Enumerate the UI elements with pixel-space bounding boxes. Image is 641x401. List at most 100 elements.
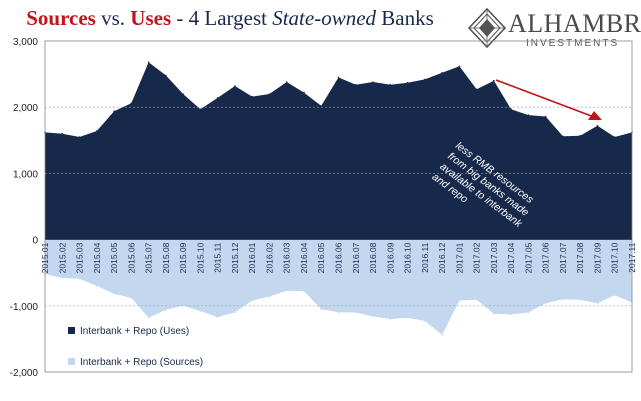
x-tick-label: 2016.08: [368, 242, 378, 273]
data-point: [337, 311, 340, 314]
logo-sub-text: INVESTMENTS: [526, 38, 620, 49]
x-tick-label: 2015.09: [178, 242, 188, 273]
data-point: [596, 124, 599, 127]
data-point: [458, 299, 461, 302]
x-tick-label: 2015.08: [161, 242, 171, 273]
data-point: [303, 290, 305, 293]
x-tick-label: 2016.12: [437, 242, 447, 273]
data-point: [182, 93, 184, 95]
data-point: [544, 115, 547, 118]
y-tick-label: 1,000: [13, 169, 38, 180]
data-point: [303, 91, 305, 94]
data-point: [61, 277, 64, 279]
x-tick-label: 2017.08: [575, 242, 585, 273]
data-point: [216, 97, 219, 99]
x-tick-label: 2017.07: [558, 242, 568, 273]
data-point: [424, 78, 426, 81]
x-tick-label: 2016.11: [420, 242, 430, 272]
x-tick-label: 2016.04: [299, 242, 309, 273]
x-tick-label: 2015.10: [195, 242, 205, 273]
title-part-state-owned: State-owned: [272, 6, 377, 30]
x-tick-label: 2016.09: [385, 242, 395, 273]
data-point: [96, 130, 98, 132]
y-tick-label: -1,000: [10, 302, 39, 313]
title-part-largest: - 4 Largest: [171, 6, 273, 30]
data-point: [510, 108, 512, 110]
y-tick-label: 3,000: [13, 37, 38, 48]
x-tick-label: 2017.11: [627, 242, 637, 272]
alhambra-logo: ALHAMBRA INVESTMENTS: [468, 8, 641, 50]
data-point: [320, 308, 323, 310]
data-point: [493, 312, 495, 315]
x-tick-label: 2016.03: [282, 242, 292, 273]
data-point: [268, 93, 271, 95]
x-tick-label: 2015.11: [213, 242, 223, 272]
data-point: [320, 105, 323, 107]
data-point: [441, 72, 443, 74]
data-point: [78, 277, 81, 280]
x-tick-label: 2017.06: [541, 242, 551, 273]
data-point: [199, 310, 202, 312]
data-point: [389, 318, 392, 320]
title-part-banks: Banks: [376, 6, 434, 30]
data-point: [337, 76, 340, 79]
data-point: [182, 305, 184, 307]
title-part-vs: vs.: [95, 6, 131, 30]
x-tick-label: 2017.05: [523, 242, 533, 273]
data-point: [78, 136, 81, 138]
legend-label: Interbank + Repo (Uses): [80, 326, 189, 337]
y-tick-label: -2,000: [10, 368, 39, 379]
data-point: [165, 74, 167, 77]
legend-label: Interbank + Repo (Sources): [80, 357, 203, 368]
unit-note: billions of RMB: [89, 43, 156, 54]
data-point: [372, 81, 374, 83]
data-point: [96, 285, 98, 287]
series-area-1: [45, 239, 632, 335]
x-tick-label: 2016.02: [264, 242, 274, 273]
data-point: [527, 311, 530, 314]
title-part-sources: Sources: [26, 6, 96, 30]
data-point: [165, 309, 167, 311]
title-part-uses: Uses: [130, 6, 172, 30]
x-tick-label: 2015.03: [75, 242, 85, 273]
x-tick-label: 2015.07: [144, 242, 154, 273]
data-point: [475, 88, 478, 91]
data-point: [441, 334, 443, 336]
y-tick-label: 2,000: [13, 103, 38, 114]
data-point: [355, 311, 357, 314]
data-point: [596, 302, 599, 305]
data-point: [493, 79, 495, 82]
data-point: [130, 102, 133, 104]
x-tick-label: 2016.07: [351, 242, 361, 273]
diamond-logo-icon: [468, 8, 506, 48]
annotation-arrow: [495, 79, 595, 118]
chart-title: Sources vs. Uses - 4 Largest State-owned…: [0, 6, 460, 31]
data-point: [510, 313, 512, 316]
plot-frame: [44, 40, 633, 373]
data-point: [355, 83, 357, 86]
data-point: [458, 65, 461, 67]
data-point: [234, 311, 236, 314]
x-tick-label: 2017.02: [472, 242, 482, 273]
x-tick-label: 2016.06: [334, 242, 344, 273]
data-point: [406, 81, 409, 84]
data-point: [251, 95, 253, 98]
data-point: [475, 299, 478, 301]
y-tick-label: 0: [32, 236, 38, 247]
legend-swatch: [68, 358, 75, 365]
x-tick-label: 2015.06: [126, 242, 136, 273]
data-point: [216, 316, 219, 318]
data-point: [234, 85, 236, 87]
logo-brand-text: ALHAMBRA: [508, 9, 641, 38]
data-point: [113, 110, 115, 112]
data-point: [406, 316, 409, 319]
legend-swatch: [68, 327, 75, 334]
data-point: [424, 320, 426, 322]
data-point: [389, 83, 392, 86]
x-tick-label: 2015.12: [230, 242, 240, 273]
data-point: [113, 293, 115, 295]
x-tick-label: 2017.01: [454, 242, 464, 273]
x-tick-label: 2015.05: [109, 242, 119, 273]
data-point: [613, 136, 616, 138]
